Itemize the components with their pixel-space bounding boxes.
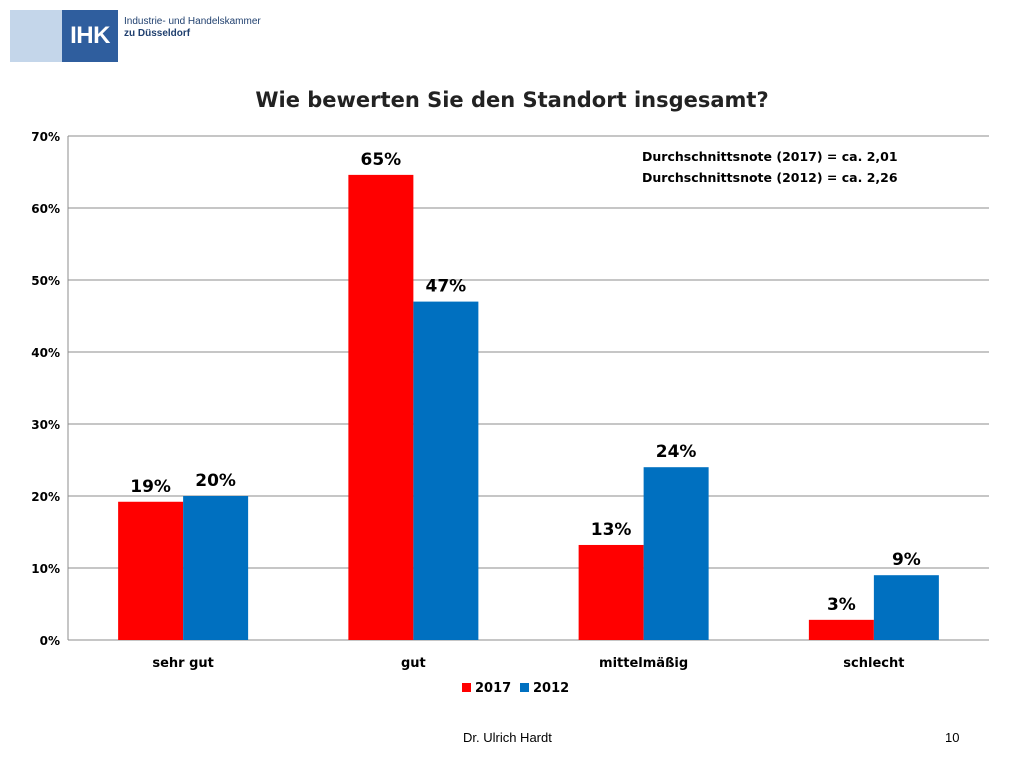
y-tick-label: 0% bbox=[40, 634, 60, 648]
y-tick-label: 10% bbox=[31, 562, 60, 576]
legend-swatch bbox=[520, 683, 529, 692]
bar-2017 bbox=[348, 174, 414, 640]
y-tick-label: 60% bbox=[31, 202, 60, 216]
annotation: Durchschnittsnote (2017) = ca. 2,01 bbox=[642, 149, 898, 164]
y-tick-label: 30% bbox=[31, 418, 60, 432]
bar-2017 bbox=[578, 544, 644, 640]
data-label: 20% bbox=[195, 471, 236, 491]
data-label: 24% bbox=[656, 442, 697, 462]
ihk-logo: IHK Industrie- und Handelskammer zu Düss… bbox=[10, 10, 261, 62]
y-tick-label: 70% bbox=[31, 130, 60, 144]
page-number: 10 bbox=[945, 730, 960, 745]
bar-2012 bbox=[183, 496, 249, 640]
bar-2012 bbox=[413, 301, 479, 640]
footer-author: Dr. Ulrich Hardt bbox=[463, 730, 552, 745]
x-tick-label: schlecht bbox=[843, 656, 904, 671]
legend-label: 2012 bbox=[533, 681, 569, 696]
logo-line2: zu Düsseldorf bbox=[124, 28, 191, 39]
bar-2012 bbox=[873, 575, 939, 640]
logo-line1: Industrie- und Handelskammer bbox=[124, 16, 261, 27]
bar-2017 bbox=[808, 619, 874, 640]
data-label: 65% bbox=[361, 150, 402, 170]
chart-title: Wie bewerten Sie den Standort insgesamt? bbox=[255, 88, 769, 112]
x-tick-label: sehr gut bbox=[152, 656, 214, 671]
logo-text: Industrie- und Handelskammer zu Düsseldo… bbox=[124, 16, 261, 40]
x-tick-label: gut bbox=[401, 656, 426, 671]
legend-swatch bbox=[462, 683, 471, 692]
bar-2017 bbox=[118, 501, 184, 640]
logo-stripe bbox=[10, 10, 62, 62]
y-tick-label: 20% bbox=[31, 490, 60, 504]
y-tick-label: 40% bbox=[31, 346, 60, 360]
x-tick-label: mittelmäßig bbox=[599, 656, 688, 671]
logo-abbr: IHK bbox=[62, 10, 118, 62]
legend-label: 2017 bbox=[475, 681, 511, 696]
bar-2012 bbox=[643, 467, 709, 640]
y-tick-label: 50% bbox=[31, 274, 60, 288]
data-label: 19% bbox=[130, 477, 171, 497]
data-label: 13% bbox=[591, 520, 632, 540]
annotation: Durchschnittsnote (2012) = ca. 2,26 bbox=[642, 170, 898, 185]
data-label: 47% bbox=[426, 277, 467, 297]
data-label: 9% bbox=[892, 550, 921, 570]
data-label: 3% bbox=[827, 595, 856, 615]
